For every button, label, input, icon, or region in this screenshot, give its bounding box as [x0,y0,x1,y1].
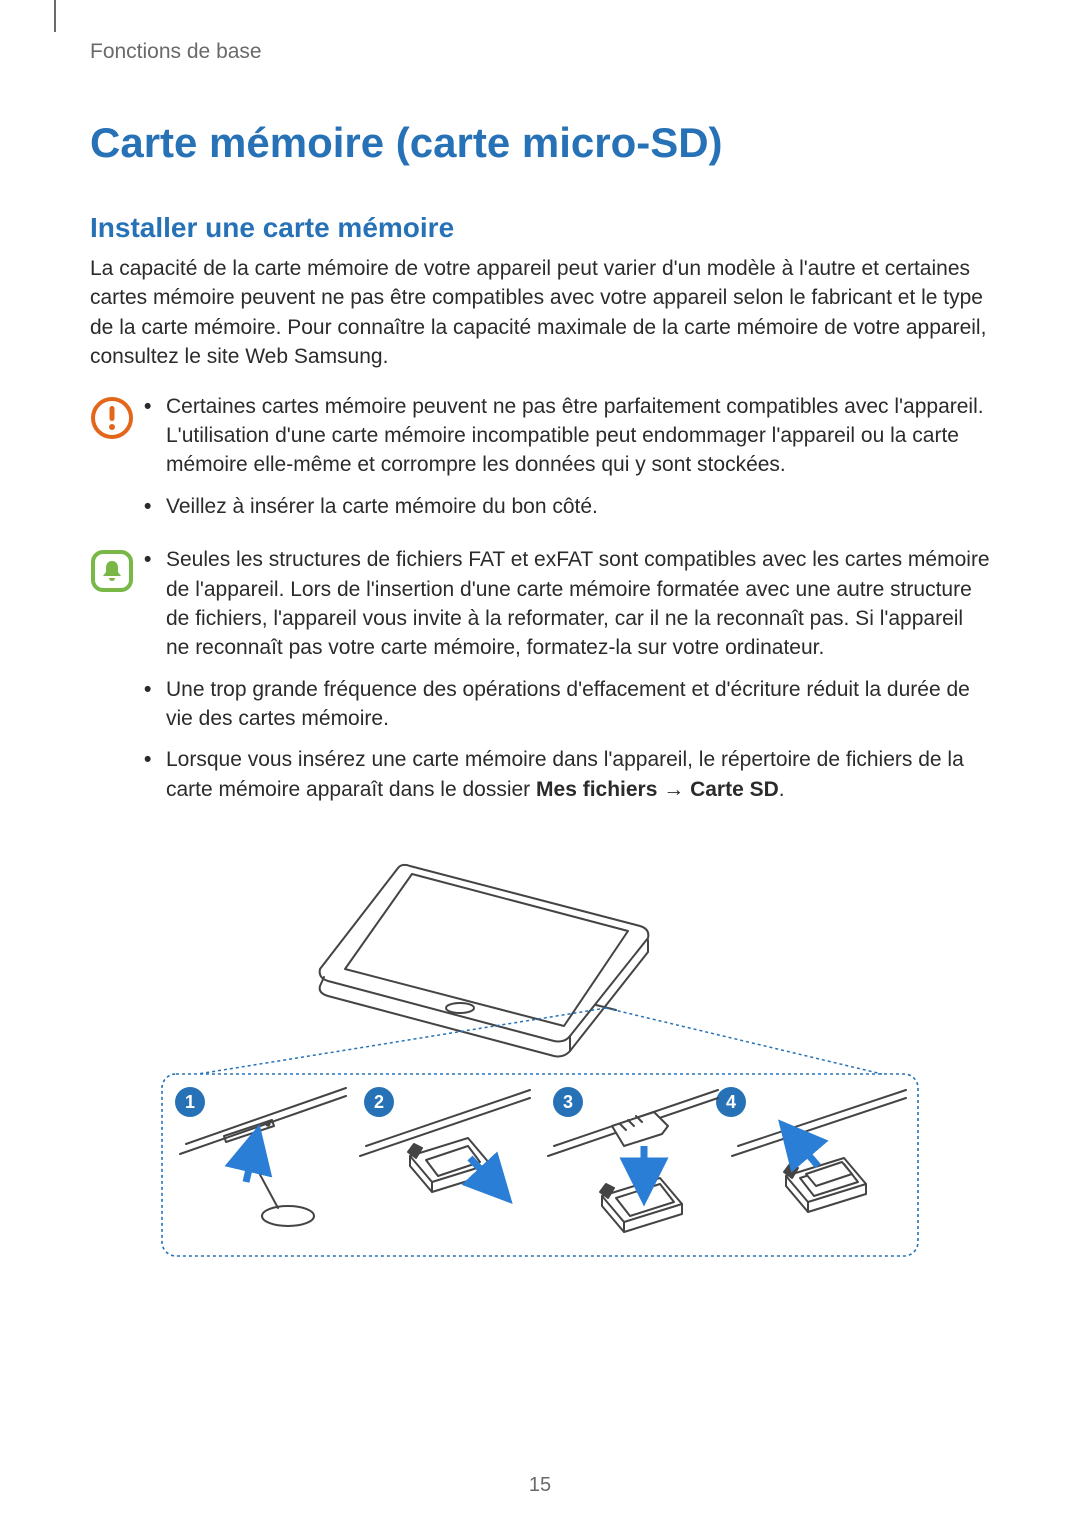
warning-block: Certaines cartes mémoire peuvent ne pas … [90,392,990,534]
info-item: Seules les structures de fichiers FAT et… [140,545,990,663]
step-badge-1: 1 [185,1092,195,1112]
tablet-drawing [320,865,649,1057]
info-item: Une trop grande fréquence des opérations… [140,675,990,734]
intro-paragraph: La capacité de la carte mémoire de votre… [90,254,990,372]
warning-exclamation-icon [90,392,140,440]
page-number: 15 [0,1474,1080,1497]
step-badge-2: 2 [374,1092,384,1112]
warning-item: Certaines cartes mémoire peuvent ne pas … [140,392,990,480]
info-item-text: . [779,778,785,801]
step-badge-4: 4 [726,1092,736,1112]
info-item-bold: Mes fichiers [536,778,657,801]
section-title: Installer une carte mémoire [90,212,990,244]
installation-diagram: 1 2 3 4 [90,846,990,1266]
info-block: Seules les structures de fichiers FAT et… [90,545,990,816]
top-left-rule [54,0,56,32]
info-item-bold: Carte SD [690,778,779,801]
step-badge-3: 3 [563,1092,573,1112]
breadcrumb: Fonctions de base [90,40,990,64]
info-item: Lorsque vous insérez une carte mémoire d… [140,745,990,804]
warning-item: Veillez à insérer la carte mémoire du bo… [140,492,990,521]
info-item-arrow: → [657,778,690,801]
page-title: Carte mémoire (carte micro-SD) [90,119,990,167]
info-bell-icon [90,545,140,593]
